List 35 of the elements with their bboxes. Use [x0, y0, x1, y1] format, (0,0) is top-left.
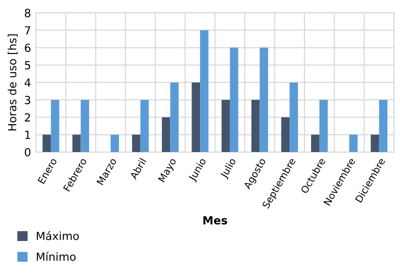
y-tick-label: 6: [24, 44, 30, 52]
bar: [110, 134, 119, 152]
bar: [50, 100, 60, 152]
bar: [140, 100, 149, 152]
bar: [370, 134, 380, 152]
y-tick-label: 3: [24, 96, 30, 104]
bar: [230, 48, 238, 152]
bar: [251, 100, 260, 152]
y-tick-label: 4: [24, 78, 31, 87]
y-tick-label: 5: [24, 61, 30, 70]
y-tick-label: 2: [24, 113, 30, 122]
y-tick-label: 1: [25, 130, 30, 139]
bar: [260, 48, 268, 152]
bar: [72, 134, 81, 152]
bar: [222, 100, 230, 152]
bar: [192, 82, 200, 152]
y-tick-label: 8: [24, 8, 30, 18]
bar: [80, 100, 90, 152]
bar: [170, 82, 179, 152]
bar: [319, 100, 328, 152]
bar: [290, 82, 298, 152]
bar: [311, 134, 320, 152]
x-axis-title: Mes: [203, 216, 228, 224]
bar: [42, 134, 51, 152]
y-tick-label: 7: [24, 26, 30, 34]
bar: [379, 100, 388, 152]
y-axis-title: Horas de uso [hs]: [8, 34, 18, 130]
legend-label: Máximo: [36, 231, 79, 240]
y-tick-label: 0: [24, 148, 30, 156]
bar: [281, 117, 290, 152]
bar: [200, 30, 208, 152]
bar: [349, 134, 358, 152]
bar: [132, 134, 140, 152]
legend-label: Mínimo: [36, 252, 76, 261]
bar: [162, 117, 170, 152]
